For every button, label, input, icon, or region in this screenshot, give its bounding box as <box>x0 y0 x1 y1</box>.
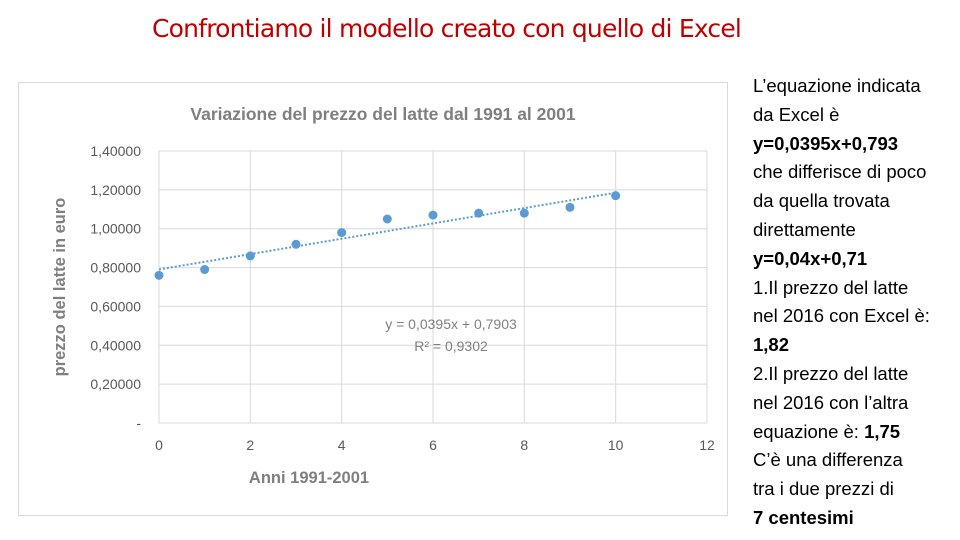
side-text-line: direttamente <box>753 218 856 240</box>
chart-title: Variazione del prezzo del latte dal 1991… <box>190 104 575 124</box>
side-text-line: equazione è: 1,75 <box>753 418 960 447</box>
x-tick-label: 10 <box>608 437 624 453</box>
side-text-line: che differisce di poco <box>753 161 927 183</box>
price-difference: 7 centesimi <box>753 506 854 528</box>
side-text-line: tra i due prezzi di <box>753 478 894 500</box>
data-point <box>337 228 347 238</box>
data-point <box>200 265 210 275</box>
data-point <box>474 208 484 218</box>
excel-equation: y=0,0395x+0,793 <box>753 132 899 154</box>
scatter-chart: Variazione del prezzo del latte dal 1991… <box>51 104 715 487</box>
data-point <box>382 214 392 224</box>
y-axis-label: prezzo del latte in euro <box>51 198 69 377</box>
data-point <box>428 210 438 220</box>
side-text-line: nel 2016 con Excel è: <box>753 305 930 327</box>
x-tick-label: 6 <box>429 437 437 453</box>
side-text-line: 1.Il prezzo del latte <box>753 276 909 298</box>
y-tick-label: 0,20000 <box>90 376 141 392</box>
excel-price-2016: 1,82 <box>753 334 790 356</box>
side-text-line: nel 2016 con l’altra <box>753 391 909 413</box>
y-tick-label: 0,40000 <box>90 337 141 353</box>
data-point <box>245 251 255 261</box>
side-text-prefix: equazione è: <box>753 420 865 442</box>
x-tick-label: 8 <box>520 437 528 453</box>
y-tick-label: 1,40000 <box>90 143 141 159</box>
data-point <box>565 202 575 212</box>
y-tick-label: 1,20000 <box>90 182 141 198</box>
y-tick-label: - <box>136 415 141 431</box>
data-point <box>154 270 164 280</box>
side-text-line: C’è una differenza <box>753 449 903 471</box>
chart-frame: Variazione del prezzo del latte dal 1991… <box>18 82 728 516</box>
direct-equation: y=0,04x+0,71 <box>753 247 868 269</box>
y-tick-label: 0,80000 <box>90 260 141 276</box>
data-point <box>611 191 621 201</box>
side-text-line: da quella trovata <box>753 190 890 212</box>
x-tick-label: 4 <box>338 437 346 453</box>
side-text-line: 2.Il prezzo del latte <box>753 362 909 384</box>
slide-title: Confrontiamo il modello creato con quell… <box>152 14 742 43</box>
data-point <box>519 208 529 218</box>
side-text-line: da Excel è <box>753 103 840 125</box>
x-axis-label: Anni 1991-2001 <box>249 469 369 487</box>
y-tick-label: 0,60000 <box>90 298 141 314</box>
x-tick-label: 0 <box>155 437 163 453</box>
r-squared: R² = 0,9302 <box>414 338 488 354</box>
other-price-2016: 1,75 <box>864 420 901 442</box>
side-text-panel: L’equazione indicata da Excel è y=0,0395… <box>753 72 960 533</box>
data-point <box>291 239 301 249</box>
trendline <box>158 191 616 271</box>
x-tick-label: 12 <box>699 437 715 453</box>
trendline-equation: y = 0,0395x + 0,7903 <box>385 316 517 332</box>
side-text-line: L’equazione indicata <box>753 75 921 96</box>
y-tick-label: 1,00000 <box>90 221 141 237</box>
x-tick-label: 2 <box>246 437 254 453</box>
